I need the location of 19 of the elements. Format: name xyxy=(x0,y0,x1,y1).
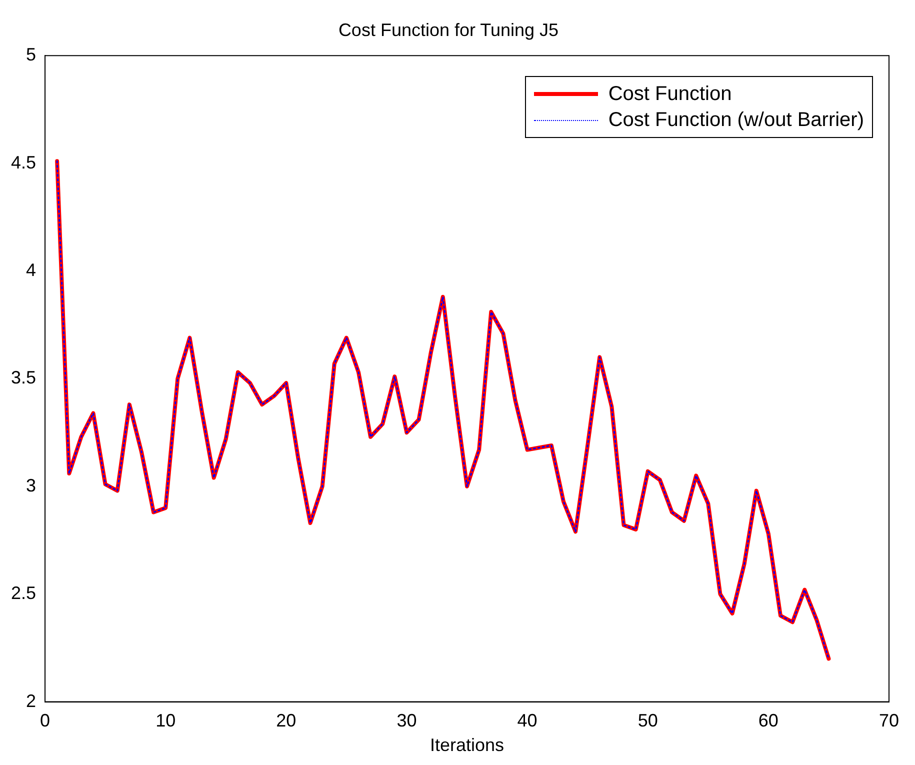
chart-title: Cost Function for Tuning J5 xyxy=(338,20,559,40)
x-tick-label: 60 xyxy=(758,710,778,731)
x-tick-label: 30 xyxy=(396,710,417,731)
x-tick-label: 50 xyxy=(638,710,658,731)
y-tick-label: 4.5 xyxy=(10,152,36,172)
y-tick-label: 4 xyxy=(26,260,36,280)
x-tick-label: 10 xyxy=(156,710,176,731)
y-tick-label: 2 xyxy=(26,690,36,711)
y-tick-label: 3 xyxy=(26,475,36,496)
legend-label: Cost Function (w/out Barrier) xyxy=(608,108,864,133)
x-tick-label: 40 xyxy=(517,710,538,731)
y-tick-label: 2.5 xyxy=(10,583,36,604)
x-axis-title: Iterations xyxy=(430,735,504,756)
y-tick-label: 5 xyxy=(26,44,36,65)
legend-label: Cost Function xyxy=(608,82,732,107)
x-tick-label: 20 xyxy=(276,710,296,731)
x-tick-label: 70 xyxy=(878,710,900,731)
x-tick-label: 0 xyxy=(40,710,50,731)
y-tick-label: 3.5 xyxy=(10,368,36,388)
